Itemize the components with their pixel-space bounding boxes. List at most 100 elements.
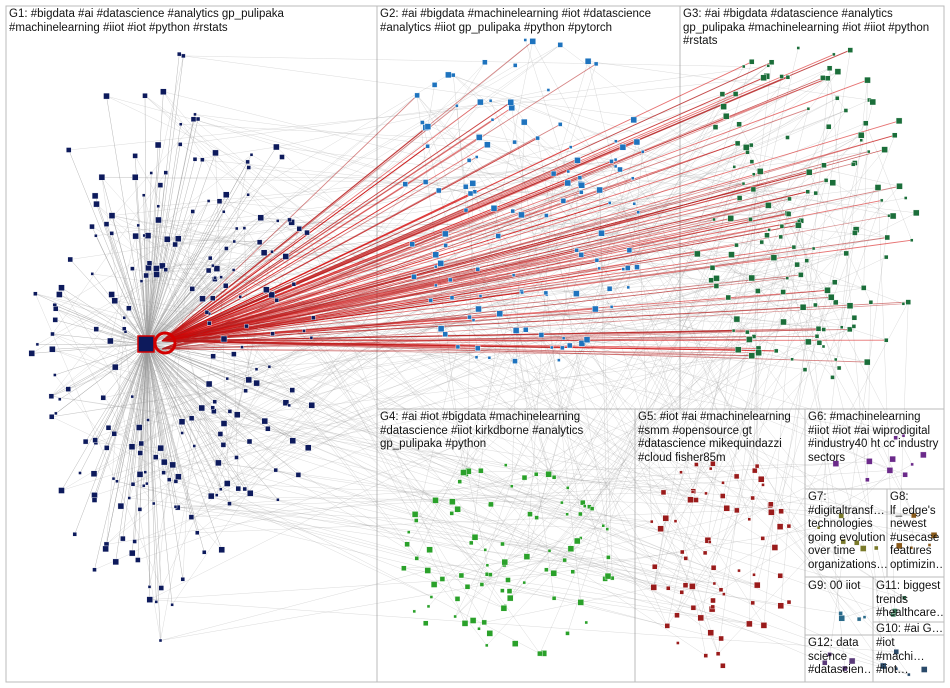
node [674,612,680,618]
edge [515,330,722,590]
node [302,329,306,333]
node [190,209,195,214]
edge [95,343,148,443]
edge [212,407,686,559]
node [609,305,614,309]
edge [146,343,219,464]
node [192,444,197,448]
edge [553,173,711,469]
edge [700,213,788,618]
edge-red [161,329,824,350]
node [463,184,469,190]
node [142,484,146,488]
node [768,509,775,516]
edge [132,343,148,554]
edge [110,340,265,422]
edge [502,543,571,549]
edge [256,369,682,593]
node [529,38,536,45]
node [424,567,431,574]
node [481,619,487,626]
node [477,98,484,106]
node [710,461,716,467]
node [175,473,182,480]
edge [35,293,727,509]
node [754,463,760,469]
node [289,387,295,393]
node [787,196,792,202]
edge [733,256,887,331]
edge [588,61,870,101]
node [476,134,483,141]
node [690,490,695,494]
edge [899,302,909,546]
edge-red [161,212,788,350]
edge [134,155,213,299]
node [178,122,183,127]
node [161,458,168,466]
node [512,327,520,334]
node [619,143,627,151]
node [747,517,751,521]
edge [165,200,209,270]
edge [522,63,597,293]
edge [490,100,512,108]
node [869,98,876,106]
edge [146,343,293,441]
node [634,264,640,270]
edge [306,232,697,501]
node [261,417,268,425]
node [774,348,779,354]
node [682,582,689,588]
edge [435,110,846,267]
node [212,399,217,404]
node [755,288,761,294]
edge [428,198,790,607]
edge-red [161,267,628,342]
node [666,586,671,591]
edge-red [161,198,790,350]
node [155,216,162,224]
edge [120,343,148,507]
edge [285,402,491,575]
node [690,605,697,611]
node [511,273,516,277]
edge [54,304,148,345]
node [52,317,58,323]
edge [201,407,727,509]
node [543,290,549,296]
edge [182,418,192,580]
edge [116,481,668,627]
node [242,226,247,230]
node [707,629,714,636]
edge [191,470,890,518]
node [537,650,543,657]
edge [202,159,799,222]
node [154,141,162,149]
hub-avatar [137,335,155,353]
edge [141,77,764,444]
edge [139,352,759,475]
node [220,335,228,343]
node [222,191,230,198]
node [832,460,840,467]
edge [194,146,277,160]
node [816,340,823,346]
edge [461,525,604,576]
edge-red [161,285,717,350]
node [434,283,438,288]
edge [599,189,609,577]
node [766,64,770,68]
node [478,294,483,298]
edge [52,333,758,586]
edge-red [161,120,900,342]
node [815,326,822,332]
edge [276,89,549,148]
node [260,249,268,256]
node [207,255,213,261]
node [158,585,165,591]
edge [180,144,905,598]
node [609,159,614,164]
edge [722,482,897,652]
node [130,482,136,487]
